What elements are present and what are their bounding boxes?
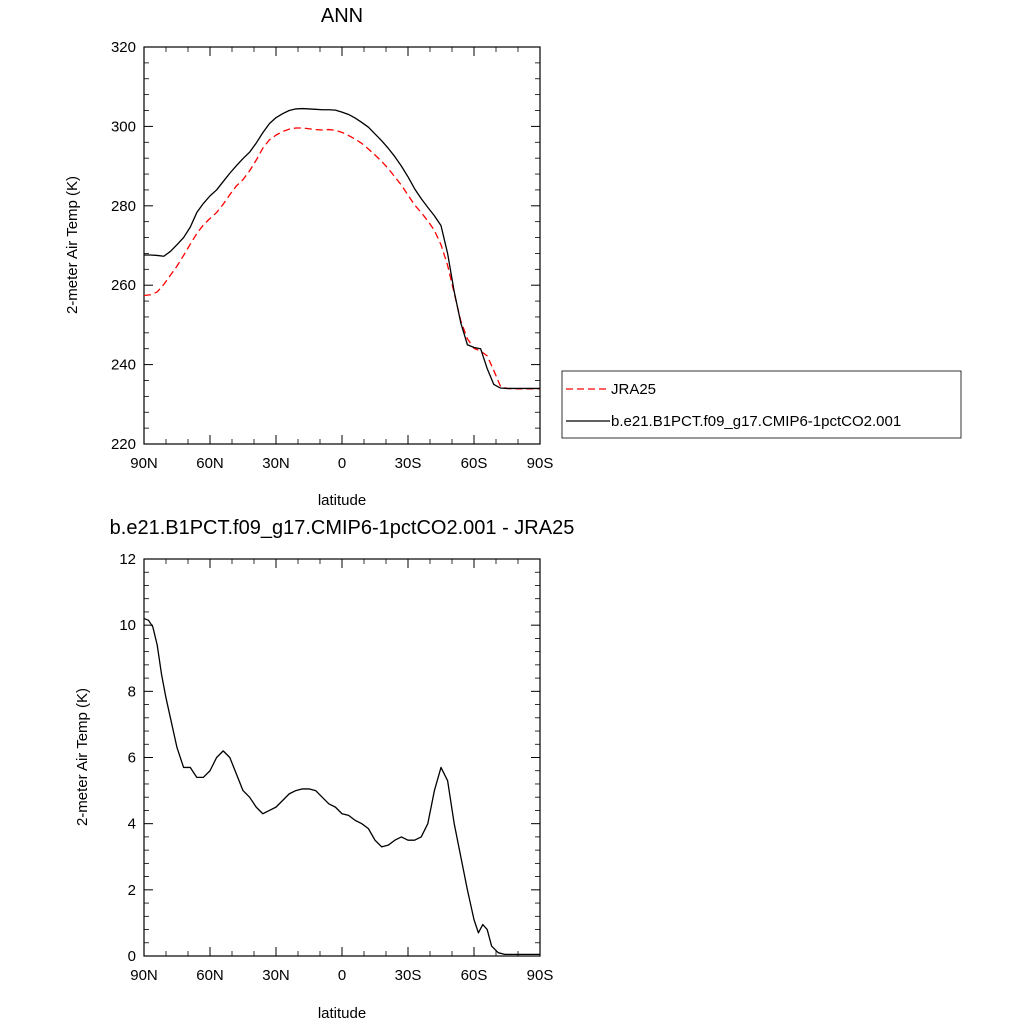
x-tick-label: 60N xyxy=(196,967,224,984)
x-tick-label: 90S xyxy=(527,455,554,472)
axis-tick-labels: 90N 60N 30N 0 30S 60S 90S 0 2 4 6 8 10 12 xyxy=(119,551,553,984)
y-tick-label: 240 xyxy=(111,357,136,374)
legend-label-model: b.e21.B1PCT.f09_g17.CMIP6-1pctCO2.001 xyxy=(611,413,901,430)
legend-box xyxy=(561,370,962,439)
plot-frame xyxy=(143,46,541,445)
x-tick-label: 90N xyxy=(130,455,158,472)
x-tick-label: 30N xyxy=(262,967,290,984)
x-tick-label: 30N xyxy=(262,455,290,472)
plot-frame xyxy=(143,558,541,957)
x-tick-label: 90N xyxy=(130,967,158,984)
y-tick-label: 260 xyxy=(111,277,136,294)
x-tick-label: 0 xyxy=(338,455,346,472)
axis-tick-labels: 90N 60N 30N 0 30S 60S 90S 220 240 260 280 300 320 xyxy=(111,39,553,472)
y-tick-label: 320 xyxy=(111,39,136,56)
x-tick-label: 60S xyxy=(461,967,488,984)
y-tick-label: 0 xyxy=(128,948,136,965)
legend-label-jra25: JRA25 xyxy=(611,381,656,398)
series-lines xyxy=(143,617,540,955)
chart-difference: b.e21.B1PCT.f09_g17.CMIP6-1pctCO2.001 - … xyxy=(74,517,574,1022)
y-tick-label: 4 xyxy=(128,816,136,833)
axis-ticks xyxy=(143,46,541,445)
y-tick-label: 280 xyxy=(111,198,136,215)
x-tick-label: 60S xyxy=(461,455,488,472)
y-axis-label: 2-meter Air Temp (K) xyxy=(74,688,91,826)
axis-ticks xyxy=(143,558,541,957)
y-tick-label: 220 xyxy=(111,436,136,453)
x-tick-label: 30S xyxy=(395,455,422,472)
top-series-line-0 xyxy=(143,127,540,390)
y-tick-label: 12 xyxy=(119,551,136,568)
x-axis-label: latitude xyxy=(318,492,366,509)
y-tick-label: 2 xyxy=(128,882,136,899)
chart-title: b.e21.B1PCT.f09_g17.CMIP6-1pctCO2.001 - … xyxy=(110,517,575,539)
x-tick-label: 30S xyxy=(395,967,422,984)
y-tick-label: 8 xyxy=(128,683,136,700)
legend: JRA25 b.e21.B1PCT.f09_g17.CMIP6-1pctCO2.… xyxy=(561,370,962,439)
chart-annual-temperature: ANN 90N 60N 30N 0 30S 60S 90S 220 240 260 280 300 32… xyxy=(64,5,962,509)
y-tick-label: 10 xyxy=(119,617,136,634)
y-tick-label: 6 xyxy=(128,750,136,767)
x-tick-label: 90S xyxy=(527,967,554,984)
chart-title: ANN xyxy=(321,5,363,27)
y-tick-label: 300 xyxy=(111,118,136,135)
x-axis-label: latitude xyxy=(318,1005,366,1022)
bottom-series-line-0 xyxy=(143,617,540,955)
y-axis-label: 2-meter Air Temp (K) xyxy=(64,176,81,314)
top-series-line-1 xyxy=(144,107,540,390)
x-tick-label: 60N xyxy=(196,455,224,472)
series-lines xyxy=(143,107,540,390)
x-tick-label: 0 xyxy=(338,967,346,984)
